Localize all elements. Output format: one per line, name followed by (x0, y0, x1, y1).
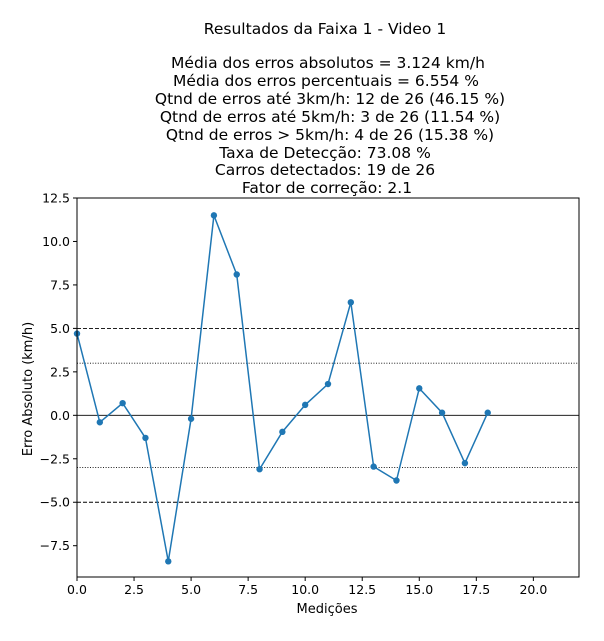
x-tick-label: 5.0 (181, 582, 201, 597)
x-tick-label: 7.5 (238, 582, 258, 597)
data-point (142, 434, 149, 442)
y-tick-label: −5.0 (40, 495, 70, 510)
x-tick-label: 20.0 (519, 582, 547, 597)
data-point (484, 409, 491, 416)
data-point (393, 477, 400, 484)
axes-frame (76, 197, 580, 578)
subtitle-line: Taxa de Detecção: 73.08 % (218, 144, 431, 162)
data-point (165, 558, 172, 565)
y-tick-label: 2.5 (50, 364, 70, 379)
y-tick-label: 12.5 (42, 191, 70, 206)
subtitle-line: Média dos erros percentuais = 6.554 % (173, 72, 479, 90)
data-point (210, 212, 218, 219)
subtitle-line: Qtnd de erros até 3km/h: 12 de 26 (46.15… (155, 90, 505, 108)
y-axis-label: Erro Absoluto (km/h) (21, 322, 36, 456)
x-tick-label: 17.5 (462, 582, 490, 597)
y-tick-label: 5.0 (50, 321, 70, 336)
x-tick-label: 0.0 (67, 582, 87, 597)
data-point (96, 419, 104, 426)
x-tick-label: 12.5 (348, 582, 376, 597)
y-tick-label: 0.0 (50, 408, 70, 423)
y-tick-label: 7.5 (50, 277, 70, 292)
data-point (187, 415, 195, 422)
data-point (416, 385, 423, 392)
y-tick-label: 10.0 (42, 234, 70, 249)
data-point (301, 401, 309, 409)
subtitle-line: Qtnd de erros > 5km/h: 4 de 26 (15.38 %) (166, 126, 494, 144)
subtitle-line: Qtnd de erros até 5km/h: 3 de 26 (11.54 … (160, 108, 500, 126)
x-axis-label: Medições (297, 602, 358, 617)
data-point (233, 271, 240, 278)
plot-area: 0.0 2.5 5.0 7.5 10.0 12.5 15.0 17.5 20.0 12.5 10.0… (40, 191, 580, 597)
chart-subtitle: Média dos erros absolutos = 3.124 km/h M… (155, 54, 505, 197)
x-tick-label: 2.5 (124, 582, 144, 597)
data-point (370, 463, 377, 470)
subtitle-line: Média dos erros absolutos = 3.124 km/h (171, 54, 485, 72)
chart-title: Resultados da Faixa 1 - Video 1 (204, 20, 446, 38)
x-tick-label: 15.0 (405, 582, 433, 597)
data-point (324, 380, 332, 388)
y-tick-label: −2.5 (40, 451, 70, 466)
data-point (347, 299, 355, 306)
x-tick-label: 10.0 (291, 582, 319, 597)
y-tick-label: −7.5 (40, 538, 70, 553)
data-point (119, 399, 126, 407)
subtitle-line: Carros detectados: 19 de 26 (215, 161, 435, 179)
data-point (256, 466, 263, 473)
subtitle-line: Fator de correção: 2.1 (242, 179, 412, 197)
data-point (461, 459, 469, 467)
data-point (438, 409, 446, 416)
data-point (279, 428, 286, 436)
